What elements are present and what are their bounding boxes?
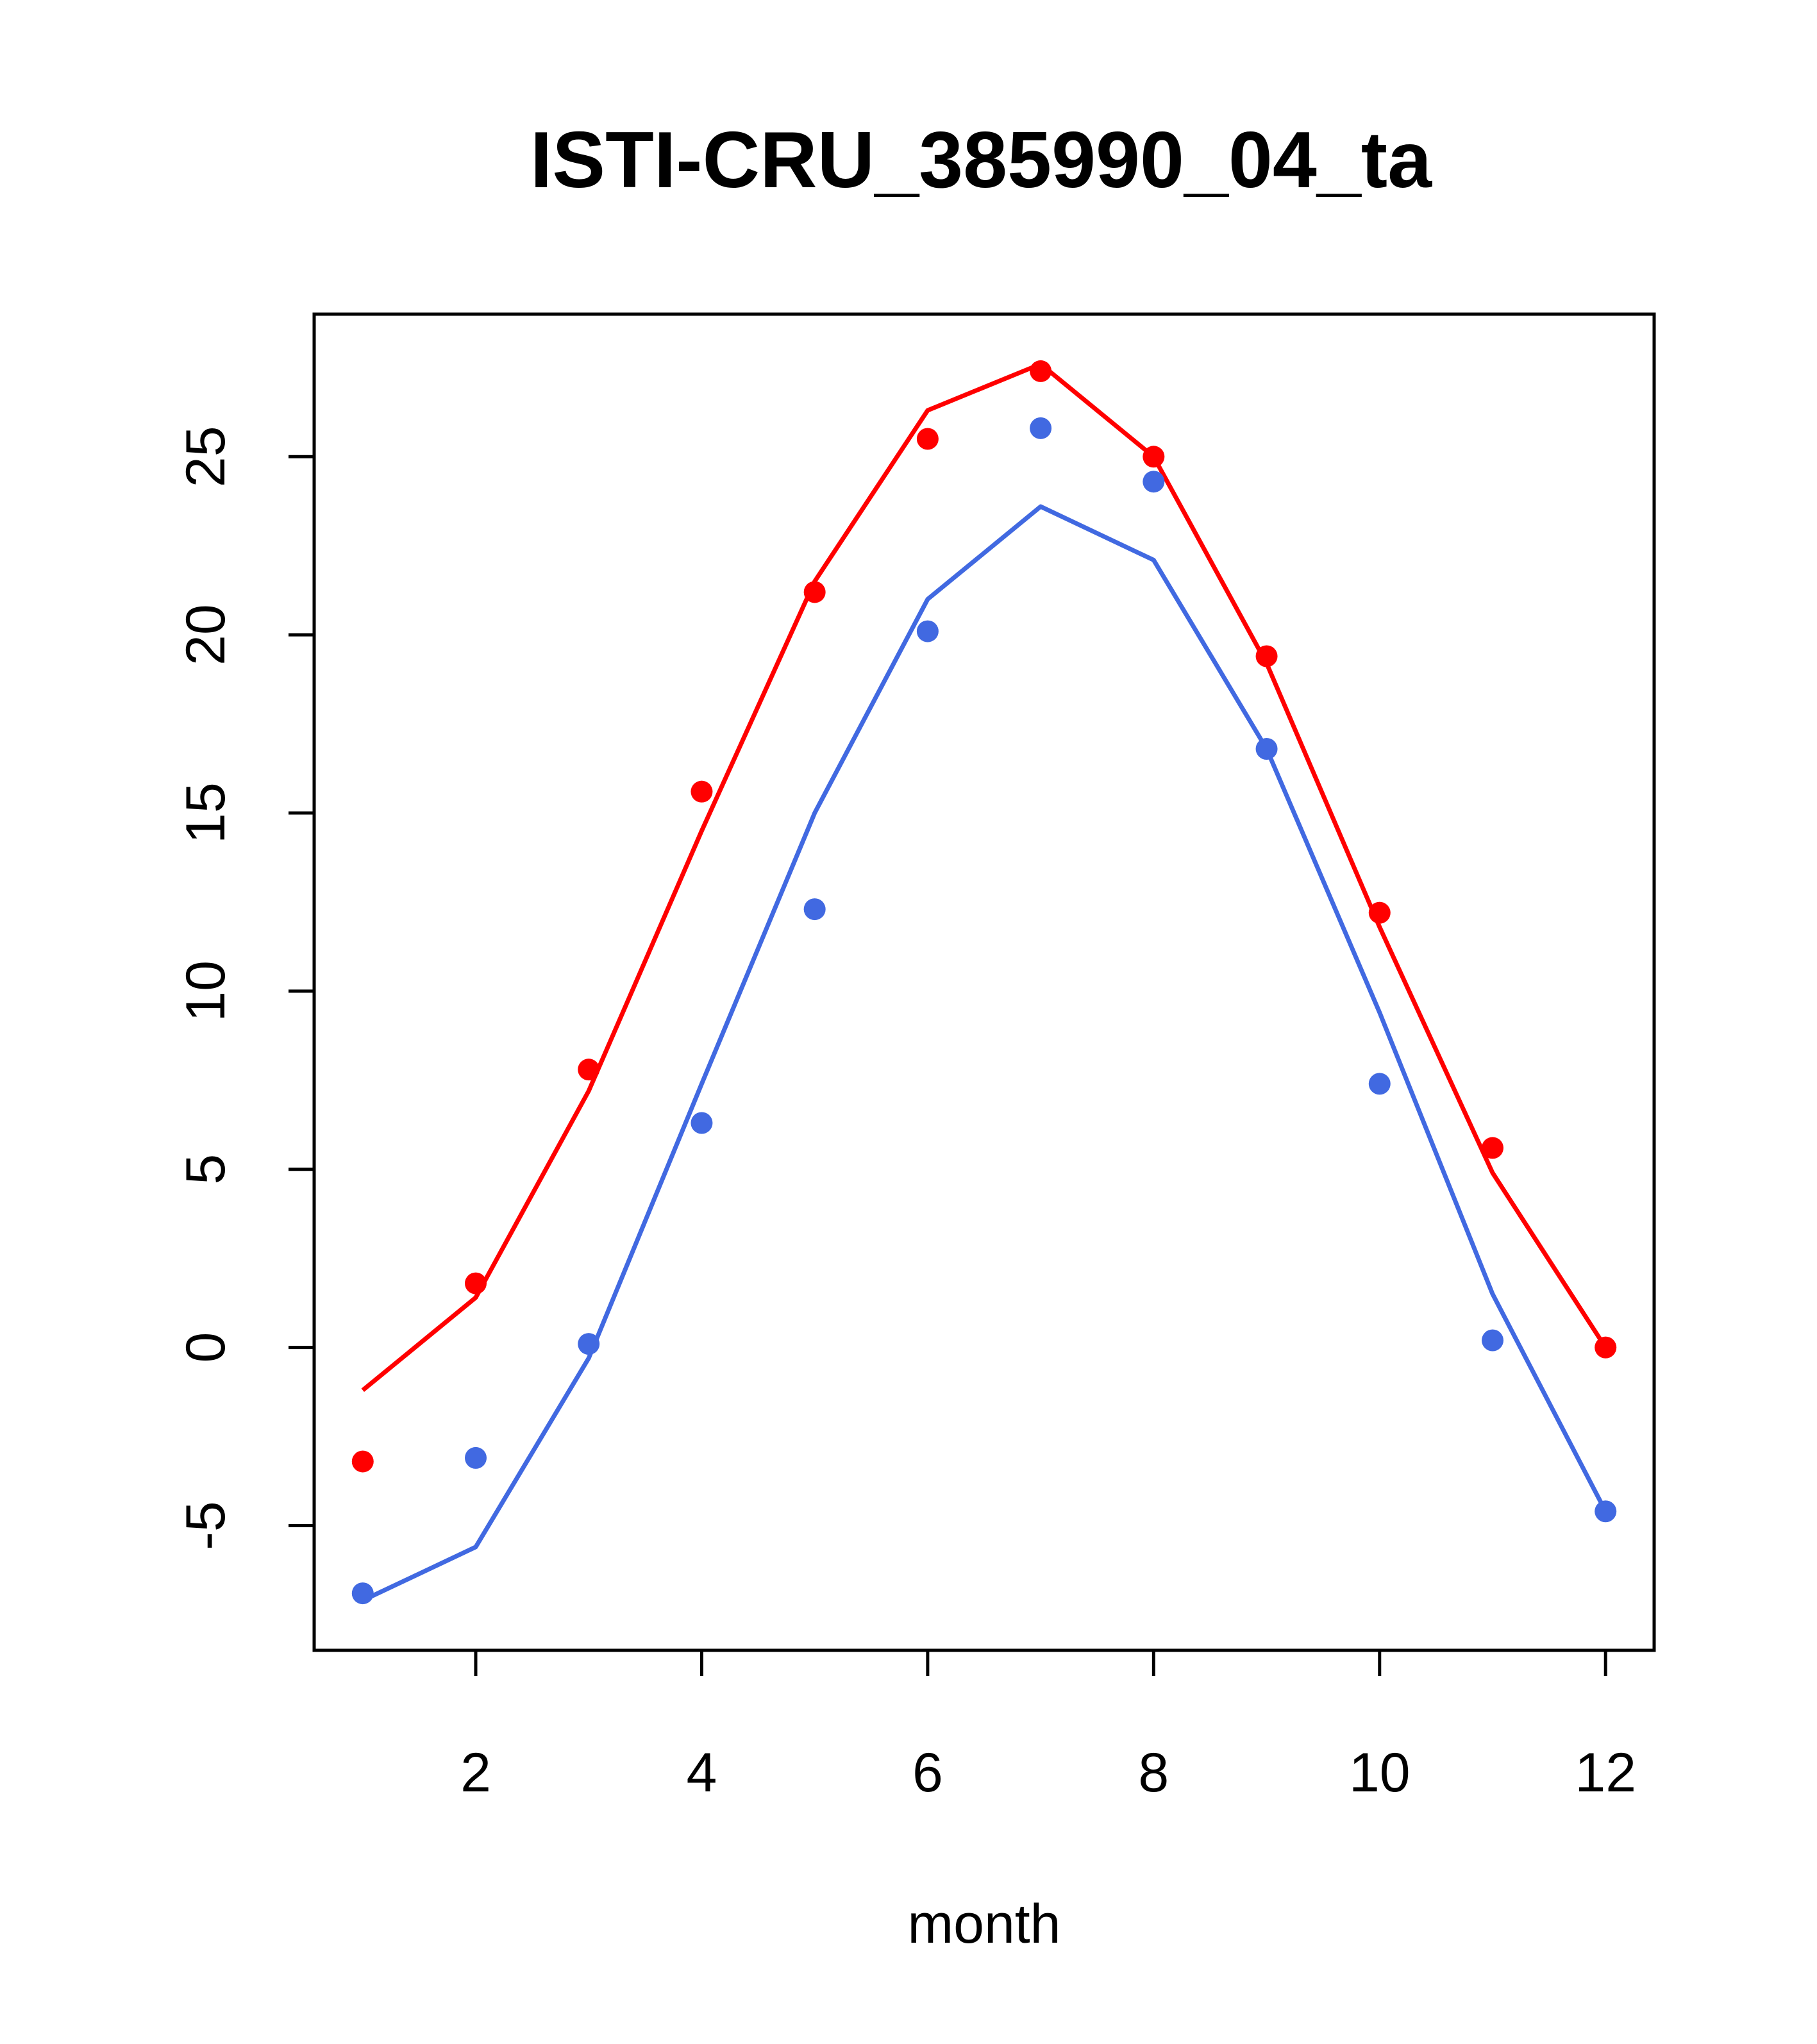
series-point-1 xyxy=(691,1112,713,1134)
series-point-1 xyxy=(1143,471,1165,493)
x-tick-label: 10 xyxy=(1349,1742,1411,1804)
series-point-0 xyxy=(691,780,713,803)
series-point-1 xyxy=(1255,737,1278,760)
series-point-0 xyxy=(916,428,939,450)
series-point-0 xyxy=(578,1059,600,1081)
series-point-0 xyxy=(1255,645,1278,667)
series-point-0 xyxy=(464,1272,487,1294)
series-point-1 xyxy=(803,898,826,921)
series-point-1 xyxy=(464,1446,487,1469)
series-point-0 xyxy=(1482,1137,1504,1159)
series-point-0 xyxy=(1030,360,1052,382)
series-point-0 xyxy=(1143,446,1165,468)
series-point-0 xyxy=(351,1450,374,1473)
series-point-1 xyxy=(1368,1073,1391,1095)
y-tick-label: 20 xyxy=(175,604,237,666)
series-point-1 xyxy=(1595,1500,1617,1523)
y-tick-label: -5 xyxy=(175,1501,237,1550)
series-layer xyxy=(351,360,1617,1605)
series-point-1 xyxy=(916,620,939,642)
x-tick-label: 8 xyxy=(1138,1742,1169,1804)
x-tick-label: 6 xyxy=(912,1742,943,1804)
x-axis: 2 4 6 8 10 12 xyxy=(460,1650,1636,1804)
series-point-1 xyxy=(578,1333,600,1355)
series-point-1 xyxy=(351,1582,374,1605)
x-axis-label: month xyxy=(907,1893,1060,1955)
x-tick-label: 4 xyxy=(687,1742,717,1804)
series-point-1 xyxy=(1030,417,1052,439)
series-point-0 xyxy=(1368,901,1391,924)
chart-title: ISTI-CRU_385990_04_ta xyxy=(530,116,1432,205)
x-tick-label: 2 xyxy=(460,1742,491,1804)
y-tick-label: 10 xyxy=(175,960,237,1022)
series-point-0 xyxy=(803,581,826,603)
y-tick-label: 25 xyxy=(175,426,237,487)
y-tick-label: 15 xyxy=(175,782,237,844)
y-tick-label: 5 xyxy=(175,1154,237,1185)
x-tick-label: 12 xyxy=(1575,1742,1636,1804)
plot-frame xyxy=(312,312,1656,1652)
y-axis: -5 0 5 10 15 20 25 xyxy=(175,426,314,1550)
series-point-1 xyxy=(1482,1329,1504,1352)
series-line-1 xyxy=(362,504,1608,1603)
series-point-0 xyxy=(1595,1336,1617,1359)
series-line-0 xyxy=(361,362,1608,1393)
y-tick-label: 0 xyxy=(175,1332,237,1363)
